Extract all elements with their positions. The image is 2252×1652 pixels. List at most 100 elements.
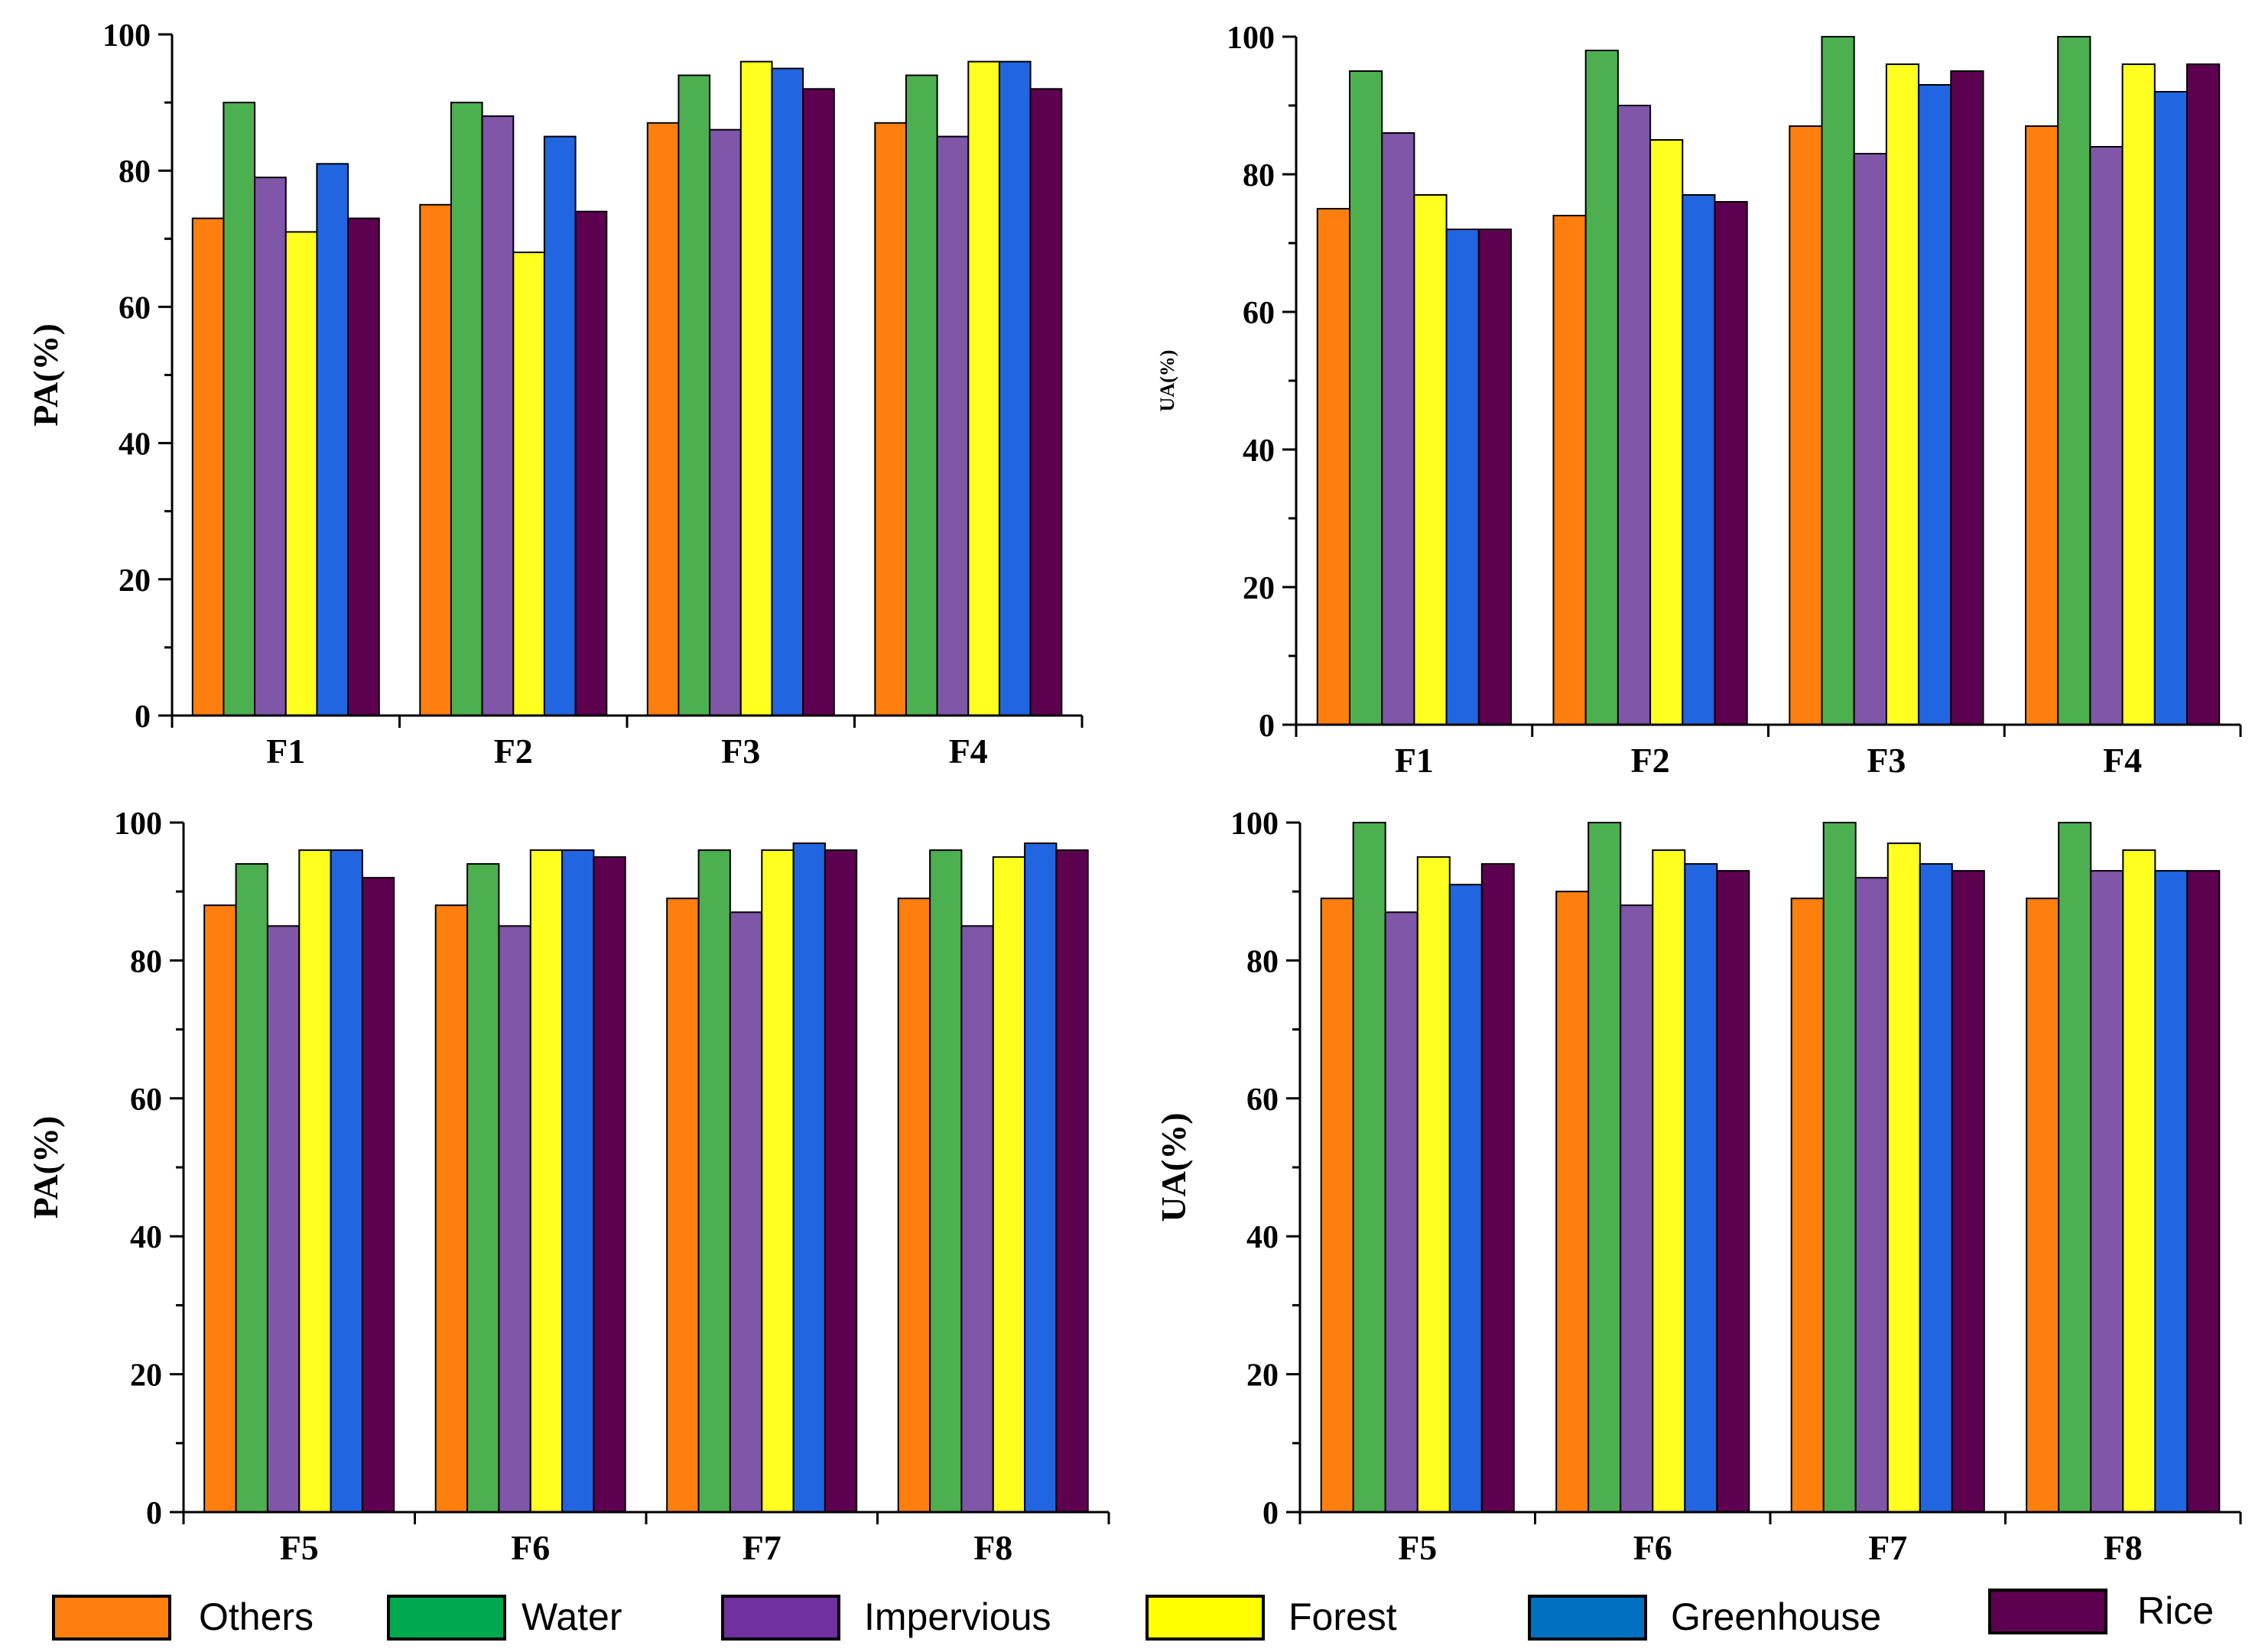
bar-rice-f3 (802, 88, 835, 717)
bar-greenhouse-f7 (1919, 863, 1953, 1513)
bar-forest-f7 (1886, 842, 1921, 1513)
bar-rice-f5 (361, 877, 395, 1513)
bar-water-f5 (1352, 822, 1386, 1513)
legend-label: Water (522, 1595, 622, 1638)
bar-impervious-f1 (254, 177, 287, 717)
y-tick-label: 60 (119, 290, 151, 326)
bar-rice-f4 (1029, 88, 1063, 717)
bar-impervious-f3 (709, 128, 742, 716)
bar-others-f5 (203, 904, 237, 1513)
x-tick-label-f2: F2 (494, 732, 533, 771)
bar-others-f2 (419, 203, 452, 717)
chart-panel-2: 0 20 40 60 80 100 F1 F2 F3 F4 UA(%) (1156, 21, 2242, 780)
bar-others-f5 (1320, 897, 1354, 1513)
bar-rice-f6 (593, 856, 626, 1513)
y-tick-label: 80 (119, 154, 151, 190)
y-tick-label: 80 (1246, 944, 1279, 979)
bar-others-f3 (646, 122, 680, 717)
bar-others-f7 (666, 897, 700, 1513)
bar-forest-f2 (512, 252, 545, 717)
bar-forest-f4 (2121, 63, 2156, 725)
bar-forest-f1 (284, 231, 318, 716)
bar-greenhouse-f3 (771, 67, 804, 717)
bar-water-f2 (450, 102, 483, 717)
legend-label: Greenhouse (1671, 1595, 1881, 1638)
y-tick-label: 20 (130, 1358, 162, 1394)
bar-rice-f8 (1055, 849, 1089, 1513)
legend-item-forest: Forest (1145, 1595, 1397, 1641)
bar-greenhouse-f6 (561, 849, 595, 1513)
legend-label: Forest (1288, 1595, 1397, 1638)
x-tick-label-f4: F4 (949, 732, 988, 771)
x-tick-label-f4: F4 (2103, 741, 2142, 780)
y-tick-label: 0 (1262, 1496, 1279, 1531)
bar-forest-f8 (992, 856, 1026, 1513)
bar-greenhouse-f6 (1684, 863, 1718, 1513)
legend-swatch (721, 1595, 840, 1641)
bar-rice-f1 (347, 217, 380, 717)
y-tick-label: 40 (1246, 1220, 1279, 1255)
chart-panel-4: 0 20 40 60 80 100 F5 F6 F7 F8 UA(%) (1154, 807, 2242, 1567)
bar-impervious-f2 (481, 115, 515, 716)
legend-swatch (387, 1595, 506, 1641)
bar-forest-f8 (2122, 849, 2156, 1513)
bar-impervious-f6 (498, 925, 531, 1514)
bar-rice-f7 (824, 849, 858, 1513)
bar-rice-f2 (574, 210, 608, 716)
x-tick-label-f2: F2 (1631, 741, 1670, 780)
x-tick-label-f8: F8 (2104, 1528, 2143, 1567)
y-tick-label: 60 (130, 1082, 162, 1118)
bar-impervious-f5 (266, 925, 301, 1514)
legend-label: Impervious (864, 1595, 1051, 1638)
bar-forest-f1 (1413, 194, 1448, 725)
bar-greenhouse-f4 (998, 60, 1032, 717)
bar-forest-f7 (761, 849, 795, 1513)
y-tick-label: 0 (1259, 709, 1275, 744)
bar-forest-f4 (967, 60, 1001, 717)
y-tick-label: 60 (1246, 1082, 1279, 1118)
y-tick-label: 100 (114, 807, 162, 842)
bar-others-f3 (1789, 125, 1823, 725)
bar-others-f6 (434, 904, 469, 1513)
y-tick-label: 100 (1227, 21, 1275, 56)
bar-greenhouse-f8 (1024, 842, 1058, 1513)
y-tick-label: 20 (1246, 1358, 1279, 1394)
y-tick-label: 100 (102, 18, 151, 54)
bar-rice-f5 (1480, 863, 1515, 1513)
y-tick-label: 80 (1243, 158, 1275, 193)
bar-greenhouse-f4 (2153, 91, 2189, 725)
bar-water-f1 (223, 102, 256, 717)
x-tick-label-f3: F3 (1867, 741, 1906, 780)
bar-greenhouse-f5 (1448, 884, 1483, 1513)
bar-water-f4 (2057, 36, 2091, 725)
bar-water-f2 (1584, 50, 1619, 725)
x-tick-label-f7: F7 (1868, 1528, 1907, 1567)
bar-impervious-f3 (1853, 153, 1887, 725)
bar-rice-f1 (1477, 229, 1513, 725)
y-axis-title: PA(%) (26, 323, 65, 427)
bar-rice-f4 (2186, 63, 2221, 725)
bar-rice-f7 (1951, 870, 1985, 1513)
legend-swatch (1528, 1595, 1647, 1641)
legend-label: Rice (2137, 1589, 2214, 1632)
bar-greenhouse-f7 (792, 842, 826, 1513)
y-tick-label: 40 (119, 427, 151, 462)
x-tick-label-f5: F5 (1398, 1528, 1437, 1567)
bar-others-f1 (1316, 208, 1351, 725)
bar-others-f1 (191, 217, 225, 717)
x-tick-label-f6: F6 (511, 1528, 550, 1567)
bar-forest-f6 (1652, 849, 1686, 1513)
legend-item-greenhouse: Greenhouse (1528, 1595, 1881, 1641)
bar-others-f4 (874, 122, 908, 717)
legend-item-water: Water (387, 1595, 622, 1641)
bar-water-f7 (697, 849, 731, 1513)
y-tick-label: 20 (119, 563, 151, 599)
y-tick-label: 100 (1230, 807, 1279, 842)
bar-rice-f2 (1714, 201, 1748, 725)
x-tick-label-f1: F1 (266, 732, 305, 771)
legend: Others Water Impervious Forest Greenhouse Ric… (52, 1589, 2214, 1641)
chart-panel-1: 0 20 40 60 80 100 F1 F2 F3 F4 PA(%) (26, 18, 1084, 771)
bar-others-f8 (2026, 897, 2060, 1513)
y-tick-label: 20 (1243, 571, 1275, 606)
bar-water-f3 (1821, 36, 1855, 725)
